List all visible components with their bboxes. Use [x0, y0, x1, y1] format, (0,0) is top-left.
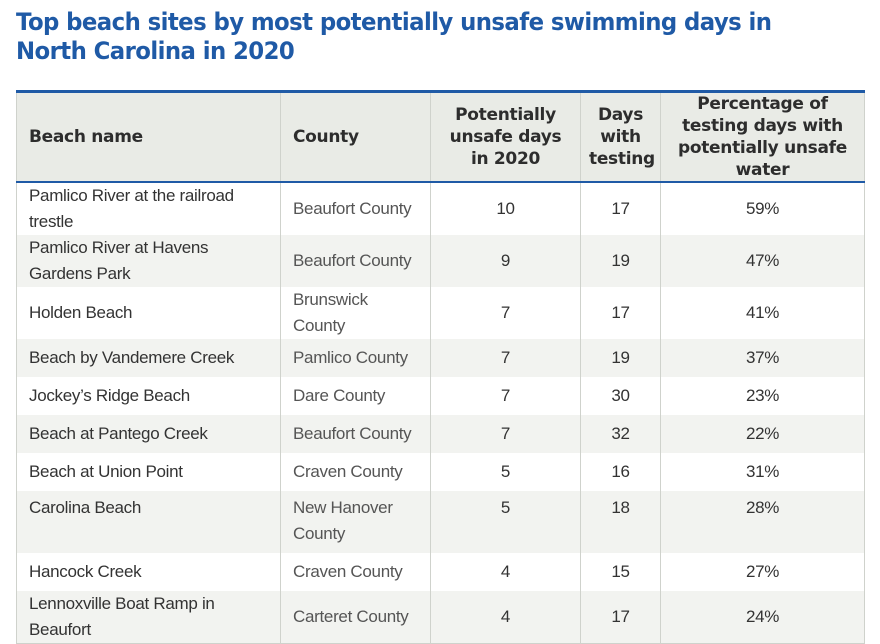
table-row: Hancock Creek Craven County 4 15 27% — [16, 553, 865, 591]
cell-beach-name: Hancock Creek — [16, 553, 281, 591]
cell-days-with-testing: 32 — [580, 415, 661, 453]
cell-percentage: 59% — [660, 182, 865, 235]
column-header-unsafe-days: Potentially unsafe days in 2020 — [430, 91, 581, 183]
column-header-beach-name: Beach name — [16, 91, 281, 183]
cell-county: Pamlico County — [280, 339, 431, 377]
cell-beach-name: Lennoxville Boat Ramp in Beaufort — [16, 591, 281, 644]
table-row: Beach at Pantego Creek Beaufort County 7… — [16, 415, 865, 453]
data-table: Beach name County Potentially unsafe day… — [16, 90, 865, 644]
cell-unsafe-days: 5 — [430, 491, 581, 553]
cell-county: Brunswick County — [280, 287, 431, 339]
cell-unsafe-days: 7 — [430, 377, 581, 415]
cell-percentage: 37% — [660, 339, 865, 377]
cell-county: Craven County — [280, 453, 431, 491]
cell-county: Dare County — [280, 377, 431, 415]
cell-unsafe-days: 9 — [430, 235, 581, 287]
cell-beach-name: Jockey’s Ridge Beach — [16, 377, 281, 415]
cell-days-with-testing: 16 — [580, 453, 661, 491]
cell-percentage: 24% — [660, 591, 865, 644]
table-row: Jockey’s Ridge Beach Dare County 7 30 23… — [16, 377, 865, 415]
table-row: Pamlico River at Havens Gardens Park Bea… — [16, 235, 865, 287]
cell-unsafe-days: 7 — [430, 287, 581, 339]
table-row: Pamlico River at the railroad trestle Be… — [16, 182, 865, 235]
cell-percentage: 23% — [660, 377, 865, 415]
table-row: Carolina Beach New Hanover County 5 18 2… — [16, 491, 865, 553]
table-row: Lennoxville Boat Ramp in Beaufort Carter… — [16, 591, 865, 644]
cell-county: Beaufort County — [280, 415, 431, 453]
cell-county: Carteret County — [280, 591, 431, 644]
cell-percentage: 41% — [660, 287, 865, 339]
cell-beach-name: Holden Beach — [16, 287, 281, 339]
cell-beach-name: Pamlico River at Havens Gardens Park — [16, 235, 281, 287]
cell-beach-name: Beach by Vandemere Creek — [16, 339, 281, 377]
cell-percentage: 22% — [660, 415, 865, 453]
table-row: Holden Beach Brunswick County 7 17 41% — [16, 287, 865, 339]
cell-beach-name: Pamlico River at the railroad trestle — [16, 182, 281, 235]
cell-county: Craven County — [280, 553, 431, 591]
cell-unsafe-days: 4 — [430, 591, 581, 644]
cell-unsafe-days: 5 — [430, 453, 581, 491]
cell-days-with-testing: 17 — [580, 591, 661, 644]
cell-days-with-testing: 17 — [580, 287, 661, 339]
column-header-days-with-testing: Days with testing — [580, 91, 661, 183]
cell-beach-name: Carolina Beach — [16, 491, 281, 553]
cell-county: Beaufort County — [280, 235, 431, 287]
cell-percentage: 31% — [660, 453, 865, 491]
cell-percentage: 47% — [660, 235, 865, 287]
cell-county: Beaufort County — [280, 182, 431, 235]
cell-beach-name: Beach at Pantego Creek — [16, 415, 281, 453]
cell-days-with-testing: 19 — [580, 339, 661, 377]
cell-days-with-testing: 30 — [580, 377, 661, 415]
cell-unsafe-days: 10 — [430, 182, 581, 235]
cell-beach-name: Beach at Union Point — [16, 453, 281, 491]
cell-county: New Hanover County — [280, 491, 431, 553]
cell-unsafe-days: 4 — [430, 553, 581, 591]
table-row: Beach at Union Point Craven County 5 16 … — [16, 453, 865, 491]
cell-days-with-testing: 15 — [580, 553, 661, 591]
cell-unsafe-days: 7 — [430, 415, 581, 453]
cell-days-with-testing: 18 — [580, 491, 661, 553]
table-row: Beach by Vandemere Creek Pamlico County … — [16, 339, 865, 377]
column-header-percentage: Percentage of testing days with potentia… — [660, 91, 865, 183]
cell-percentage: 27% — [660, 553, 865, 591]
chart-title: Top beach sites by most potentially unsa… — [16, 8, 772, 65]
header-row: Beach name County Potentially unsafe day… — [16, 91, 865, 183]
cell-percentage: 28% — [660, 491, 865, 553]
cell-unsafe-days: 7 — [430, 339, 581, 377]
cell-days-with-testing: 17 — [580, 182, 661, 235]
column-header-county: County — [280, 91, 431, 183]
cell-days-with-testing: 19 — [580, 235, 661, 287]
